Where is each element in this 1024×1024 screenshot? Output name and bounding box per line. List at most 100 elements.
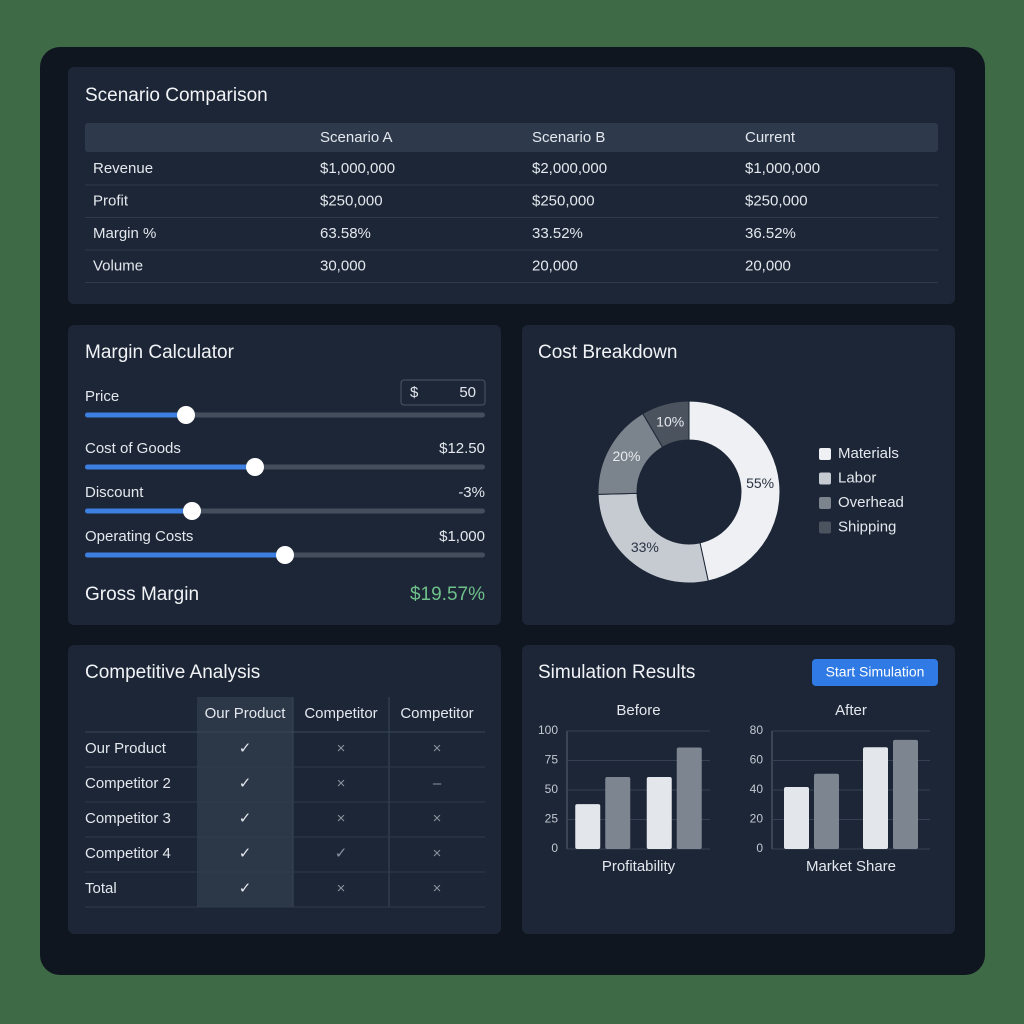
- x-axis-label: Market Share: [806, 858, 896, 875]
- row-label: Revenue: [93, 160, 153, 177]
- status-icon: ✓: [335, 845, 348, 862]
- column-header: Scenario A: [320, 129, 393, 146]
- column-header: Competitor: [304, 705, 377, 722]
- slider-label: Operating Costs: [85, 528, 193, 545]
- status-icon: ×: [433, 740, 442, 757]
- status-icon: ✓: [239, 845, 252, 862]
- cell: $2,000,000: [532, 160, 607, 177]
- y-tick-label: 100: [538, 723, 558, 737]
- result-value: $19.57%: [410, 584, 485, 605]
- legend-swatch: [819, 521, 831, 534]
- legend-swatch: [819, 497, 831, 509]
- y-tick-label: 40: [750, 782, 764, 796]
- pie-slice: [688, 400, 781, 582]
- status-icon: ✓: [239, 775, 252, 792]
- cell: $250,000: [745, 192, 808, 209]
- row-label: Volume: [93, 257, 143, 274]
- legend-label: Overhead: [838, 494, 904, 511]
- panel-title: Simulation Results: [538, 662, 695, 683]
- slider-fill: [85, 552, 285, 558]
- y-tick-label: 60: [750, 753, 764, 767]
- y-tick-label: 25: [545, 812, 559, 826]
- cell: $1,000,000: [745, 160, 820, 177]
- slice-label: 55%: [746, 475, 774, 491]
- panel: [68, 325, 501, 625]
- row-label: Profit: [93, 192, 129, 209]
- bar: [575, 804, 601, 849]
- panel-title: Cost Breakdown: [538, 342, 677, 363]
- panel-title: Margin Calculator: [85, 342, 235, 363]
- cell: 20,000: [532, 257, 578, 274]
- slider-value: -3%: [458, 484, 485, 501]
- status-icon: ×: [433, 880, 442, 897]
- chart-title: Before: [616, 702, 660, 719]
- bar: [893, 739, 918, 849]
- column-header: Scenario B: [532, 129, 605, 146]
- y-tick-label: 0: [551, 841, 558, 855]
- legend-label: Labor: [838, 469, 876, 486]
- panel-title: Competitive Analysis: [85, 662, 260, 683]
- currency: $: [410, 384, 419, 401]
- slider-knob[interactable]: [276, 546, 294, 564]
- status-icon: ×: [337, 880, 346, 897]
- bar: [784, 787, 809, 849]
- row-label: Total: [85, 880, 117, 897]
- status-icon: ×: [433, 810, 442, 827]
- pie-slice: [597, 492, 709, 584]
- status-icon: ×: [337, 775, 346, 792]
- table-header: [85, 123, 938, 152]
- cell: 63.58%: [320, 225, 371, 242]
- row-label: Competitor 2: [85, 775, 171, 792]
- panel-title: Scenario Comparison: [85, 85, 268, 106]
- slider-label: Cost of Goods: [85, 440, 181, 457]
- y-tick-label: 0: [756, 841, 763, 855]
- status-icon: ×: [433, 845, 442, 862]
- cell: 20,000: [745, 257, 791, 274]
- chart-title: After: [835, 702, 867, 719]
- cell: 30,000: [320, 257, 366, 274]
- cell: 33.52%: [532, 225, 583, 242]
- x-axis-label: Profitability: [602, 858, 676, 875]
- status-icon: –: [433, 775, 442, 792]
- bar: [605, 777, 631, 849]
- slider-knob[interactable]: [183, 502, 201, 520]
- row-label: Our Product: [85, 740, 167, 757]
- status-icon: ✓: [239, 880, 252, 897]
- y-tick-label: 80: [750, 723, 764, 737]
- panel: [522, 645, 955, 934]
- slider-fill: [85, 508, 192, 514]
- column-header: Current: [745, 129, 796, 146]
- row-label: Competitor 4: [85, 845, 171, 862]
- legend-label: Shipping: [838, 518, 896, 535]
- column-header: Competitor: [400, 705, 473, 722]
- bar: [814, 773, 839, 849]
- legend-swatch: [819, 448, 831, 460]
- slider-knob[interactable]: [246, 458, 264, 476]
- y-tick-label: 50: [545, 782, 559, 796]
- button-label[interactable]: Start Simulation: [826, 664, 925, 680]
- row-label: Competitor 3: [85, 810, 171, 827]
- cell: 36.52%: [745, 225, 796, 242]
- slider-value: $12.50: [439, 440, 485, 457]
- bar: [863, 747, 888, 849]
- slider-fill: [85, 464, 255, 470]
- status-icon: ✓: [239, 740, 252, 757]
- slice-label: 20%: [612, 448, 640, 464]
- status-icon: ✓: [239, 810, 252, 827]
- price-input[interactable]: [400, 379, 486, 406]
- bar: [646, 777, 672, 849]
- y-tick-label: 75: [545, 753, 559, 767]
- status-icon: ×: [337, 810, 346, 827]
- status-icon: ×: [337, 740, 346, 757]
- price-value[interactable]: 50: [459, 384, 476, 401]
- y-tick-label: 20: [750, 812, 764, 826]
- row-label: Margin %: [93, 225, 156, 242]
- start-button[interactable]: [812, 659, 938, 686]
- slider-knob[interactable]: [177, 406, 195, 424]
- bar: [676, 747, 702, 849]
- slider-label: Discount: [85, 484, 144, 501]
- result-label: Gross Margin: [85, 584, 199, 605]
- slider-label: Price: [85, 388, 119, 405]
